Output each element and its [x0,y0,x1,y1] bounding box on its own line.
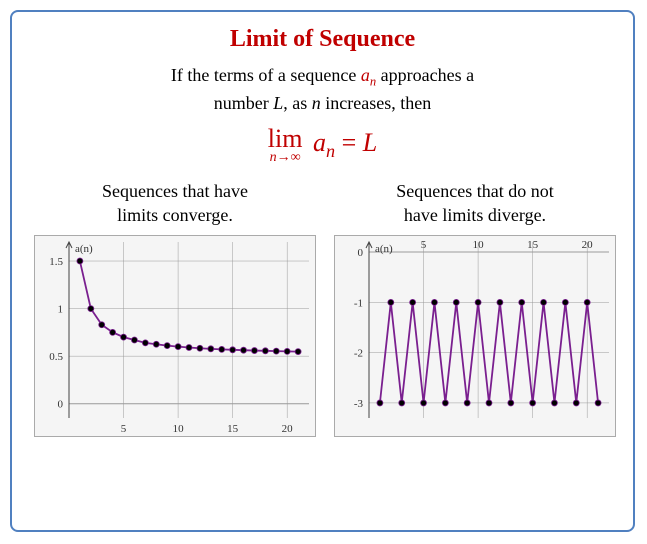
desc-part: , as [283,93,312,113]
page-title: Limit of Sequence [12,26,633,53]
svg-text:20: 20 [582,239,594,251]
diverge-chart: 0 -1 -2 -3 5 10 15 20 a(n) [334,235,616,437]
svg-text:-2: -2 [354,348,363,360]
eq-n: n [326,142,335,162]
svg-text:-1: -1 [354,298,363,310]
charts-row: Sequences that have limits converge. 0 0.… [12,180,633,437]
lim-arrow: n→∞ [268,150,303,166]
right-chart-column: Sequences that do not have limits diverg… [334,180,616,437]
svg-text:a(n): a(n) [75,243,93,255]
svg-text:1.5: 1.5 [49,256,63,268]
svg-text:5: 5 [421,239,427,251]
desc-part: number [214,93,273,113]
right-caption: Sequences that do not have limits diverg… [334,180,616,227]
n-var: n [312,93,321,113]
svg-text:1: 1 [58,304,64,316]
right-caption-l1: Sequences that do not [396,181,553,201]
svg-text:0: 0 [58,399,64,411]
L-var: L [273,93,283,113]
diverge-chart-svg: 0 -1 -2 -3 5 10 15 20 a(n) [335,236,615,436]
an-a: a [361,65,370,85]
document-card: Limit of Sequence If the terms of a sequ… [10,10,635,532]
converge-chart: 0 0.5 1 1.5 5 10 15 20 a(n) [34,235,316,437]
left-caption-l2: limits converge. [117,205,233,225]
svg-text:15: 15 [227,423,239,435]
eq-a: a [313,128,326,157]
description-text: If the terms of a sequence a n approaches… [52,63,593,116]
limit-equation: lim n→∞ an = L [12,124,633,166]
svg-text:0.5: 0.5 [49,351,63,363]
svg-text:15: 15 [527,239,539,251]
left-chart-column: Sequences that have limits converge. 0 0.… [34,180,316,437]
svg-text:20: 20 [282,423,294,435]
desc-part: If the terms of a sequence [171,65,361,85]
svg-text:10: 10 [473,239,485,251]
svg-text:a(n): a(n) [375,243,393,255]
svg-text:-3: -3 [354,398,364,410]
left-caption-l1: Sequences that have [102,181,248,201]
svg-text:5: 5 [121,423,127,435]
right-caption-l2: have limits diverge. [404,205,546,225]
eq-sign: = [335,128,363,157]
desc-part: increases, then [321,93,431,113]
lim-symbol: lim n→∞ [268,124,303,166]
desc-part: approaches a [376,65,474,85]
svg-text:10: 10 [173,423,185,435]
eq-L: L [363,128,377,157]
converge-chart-svg: 0 0.5 1 1.5 5 10 15 20 a(n) [35,236,315,436]
svg-text:0: 0 [358,247,364,259]
left-caption: Sequences that have limits converge. [34,180,316,227]
